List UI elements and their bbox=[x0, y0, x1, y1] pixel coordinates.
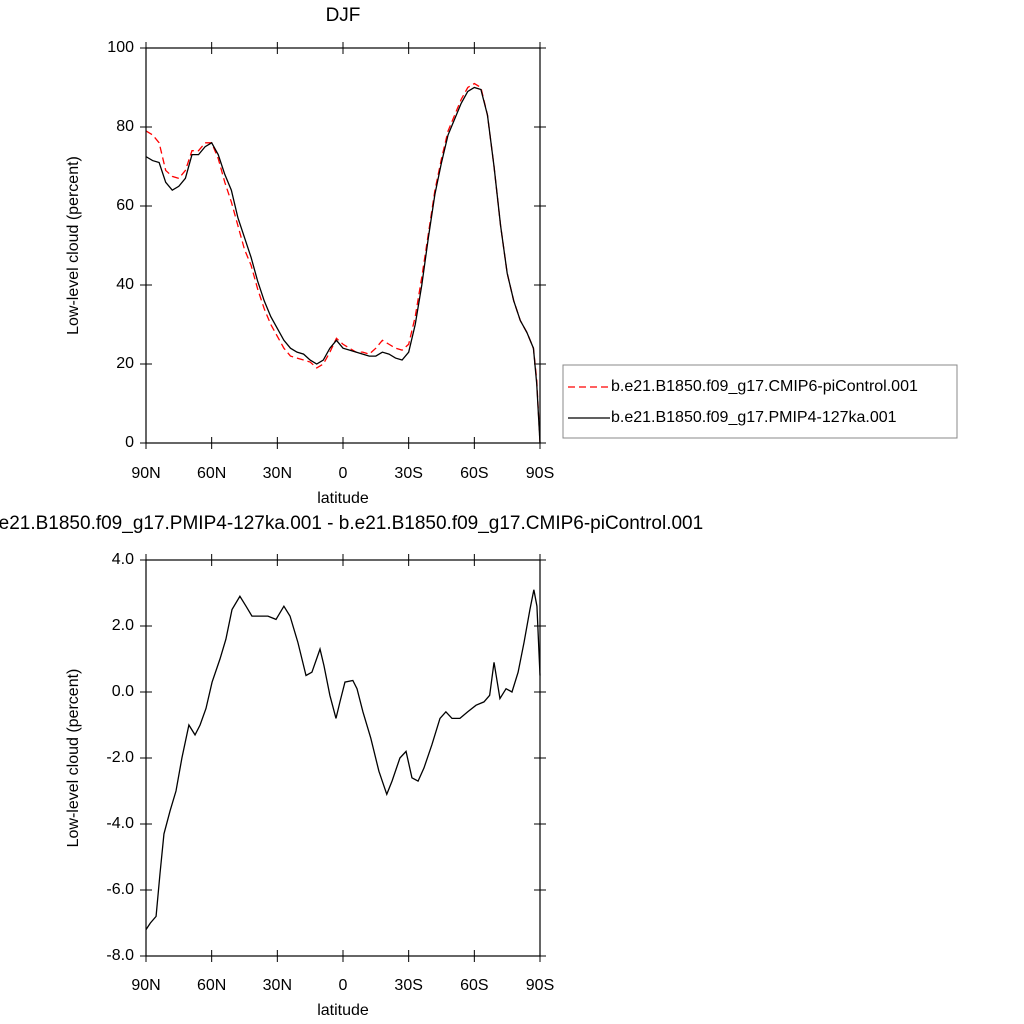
legend-box bbox=[562, 364, 958, 439]
x-tick-label: 90S bbox=[526, 465, 554, 482]
data-line bbox=[145, 86, 541, 444]
legend-label: b.e21.B1850.f09_g17.PMIP4-127ka.001 bbox=[611, 409, 897, 426]
x-tick-label: 60N bbox=[197, 977, 226, 994]
chart-title: b.e21.B1850.f09_g17.PMIP4-127ka.001 - b.… bbox=[0, 513, 703, 534]
y-tick-label: 60 bbox=[116, 197, 134, 214]
x-tick-label: 30S bbox=[394, 465, 422, 482]
y-tick-label: -8.0 bbox=[106, 947, 134, 964]
x-tick-label: 90S bbox=[526, 977, 554, 994]
y-tick-label: 0 bbox=[125, 434, 134, 451]
y-tick-label: 4.0 bbox=[112, 551, 134, 568]
y-tick-label: 40 bbox=[116, 276, 134, 293]
data-line bbox=[145, 82, 541, 444]
x-tick-label: 60S bbox=[460, 465, 488, 482]
x-tick-label: 60N bbox=[197, 465, 226, 482]
x-axis-label: latitude bbox=[317, 490, 369, 507]
x-tick-label: 60S bbox=[460, 977, 488, 994]
legend-label: b.e21.B1850.f09_g17.CMIP6-piControl.001 bbox=[611, 378, 918, 395]
chart-title: DJF bbox=[326, 5, 361, 26]
y-axis-label: Low-level cloud (percent) bbox=[65, 669, 82, 848]
y-tick-label: 20 bbox=[116, 355, 134, 372]
x-tick-label: 30N bbox=[263, 977, 292, 994]
y-tick-label: 80 bbox=[116, 118, 134, 135]
y-tick-label: -2.0 bbox=[106, 749, 134, 766]
x-tick-label: 90N bbox=[131, 465, 160, 482]
x-tick-label: 0 bbox=[339, 977, 348, 994]
y-tick-label: -4.0 bbox=[106, 815, 134, 832]
y-tick-label: -6.0 bbox=[106, 881, 134, 898]
x-tick-label: 90N bbox=[131, 977, 160, 994]
plot-frame bbox=[145, 559, 541, 957]
x-tick-label: 30S bbox=[394, 977, 422, 994]
x-axis-label: latitude bbox=[317, 1002, 369, 1019]
y-tick-label: 2.0 bbox=[112, 617, 134, 634]
x-tick-label: 0 bbox=[339, 465, 348, 482]
x-tick-label: 30N bbox=[263, 465, 292, 482]
y-axis-label: Low-level cloud (percent) bbox=[65, 156, 82, 335]
data-line bbox=[145, 589, 541, 930]
plot-frame bbox=[145, 47, 541, 444]
y-tick-label: 100 bbox=[107, 39, 134, 56]
y-tick-label: 0.0 bbox=[112, 683, 134, 700]
